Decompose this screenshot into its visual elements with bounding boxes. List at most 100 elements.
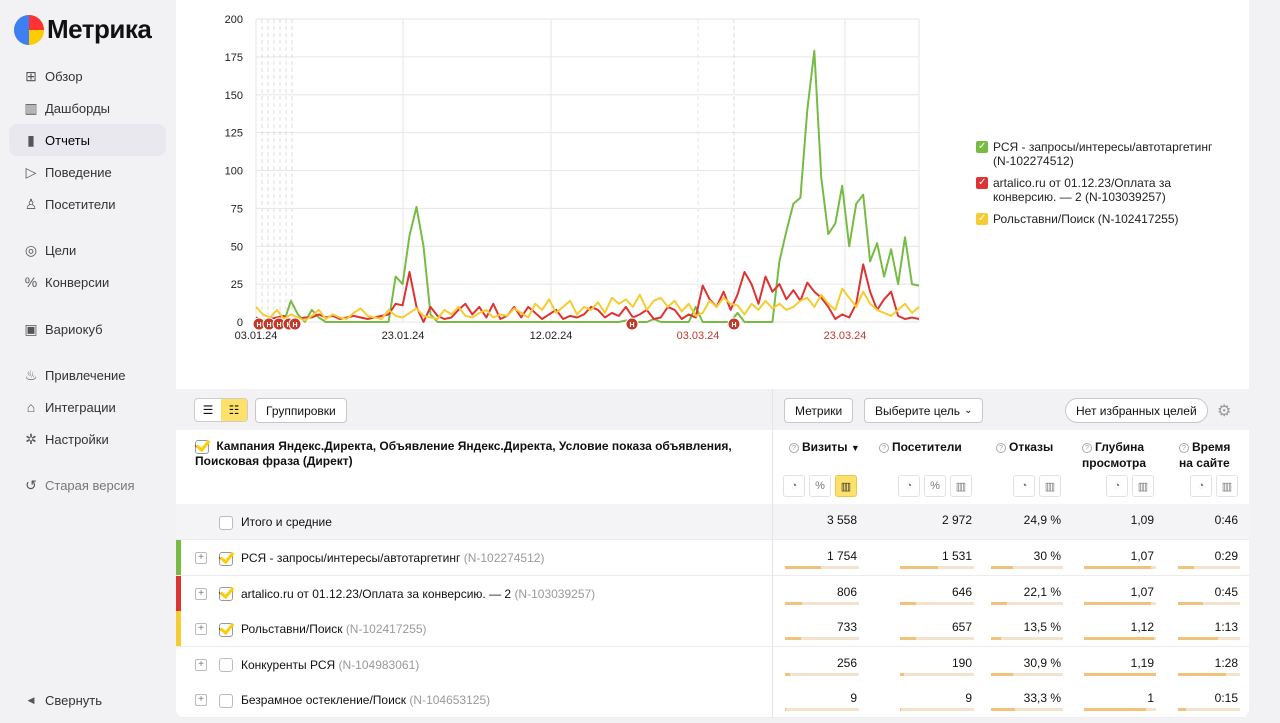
sidebar-item-label: Обзор <box>45 68 83 84</box>
y-tick-label: 200 <box>225 14 243 26</box>
metrics-button[interactable]: Метрики <box>784 398 854 423</box>
row-name-text[interactable]: Рольставни/Поиск <box>241 622 343 637</box>
row-checkbox[interactable] <box>219 551 233 566</box>
metric-bar <box>900 566 974 569</box>
y-tick-label: 100 <box>225 166 243 178</box>
sidebar-item[interactable]: ✲ Настройки <box>9 423 166 455</box>
sidebar-item[interactable]: % Конверсии <box>9 266 166 298</box>
expand-plus-icon[interactable]: + <box>195 658 207 671</box>
collapse-button[interactable]: ◀ Свернуть <box>9 684 166 716</box>
goal-select-label: Выберите цель <box>875 403 961 418</box>
table-settings-gear-icon[interactable]: ⚙ <box>1217 403 1232 420</box>
expand-plus-icon[interactable]: + <box>195 694 207 707</box>
row-name-text[interactable]: Конкуренты РСЯ <box>241 657 336 672</box>
expand-plus-icon[interactable]: + <box>195 552 207 564</box>
view-switch: ☰ ☷ <box>194 398 248 422</box>
metric-bar-fill <box>1178 601 1203 605</box>
sidebar-item[interactable]: ♙ Посетители <box>9 188 166 220</box>
metric-bar-fill <box>900 672 905 676</box>
metrika-logo[interactable]: Метрика <box>14 14 152 45</box>
favorites-button[interactable]: Нет избранных целей <box>1065 398 1208 423</box>
row-name-text[interactable]: artalico.ru от 01.12.23/Оплата за конвер… <box>241 586 512 601</box>
sidebar-item[interactable]: ↺ Старая версия <box>9 469 166 501</box>
annotation-marker-label: Н <box>731 322 736 329</box>
bar-chart-icon[interactable]: ▥ <box>835 475 857 497</box>
column-header[interactable]: ? Глубина просмотра <box>1082 440 1146 471</box>
help-icon[interactable]: ? <box>996 443 1006 453</box>
list-view-icon[interactable]: ☰ <box>202 403 214 417</box>
metric-value: 9 <box>965 691 972 706</box>
tree-view-icon[interactable]: ☷ <box>221 399 247 421</box>
bar-chart-icon[interactable]: ▥ <box>950 475 972 497</box>
help-icon[interactable]: ? <box>1082 443 1092 453</box>
sidebar-item[interactable]: ▷ Поведение <box>9 156 166 188</box>
percent-icon[interactable]: % <box>924 475 946 497</box>
table-row[interactable]: + Рольставни/Поиск (N-102417255) 733 657 13,… <box>176 611 1249 648</box>
pie-chart-icon[interactable]: ◔ <box>1013 475 1035 497</box>
sidebar-item-label: Конверсии <box>45 274 110 290</box>
row-name-text[interactable]: РСЯ - запросы/интересы/автотаргетинг <box>241 551 461 565</box>
column-header[interactable]: ? Визиты ▼ <box>789 440 860 456</box>
legend-checkbox[interactable] <box>976 212 988 226</box>
column-header[interactable]: ? Посетители <box>879 440 962 456</box>
row-checkbox[interactable] <box>219 693 233 708</box>
metric-bar-fill <box>1178 637 1219 641</box>
series-line-2 <box>255 287 920 322</box>
bar-chart-icon[interactable]: ▥ <box>1132 475 1154 497</box>
bar-chart-icon[interactable]: ▥ <box>1039 475 1061 497</box>
expand-plus-icon[interactable]: + <box>195 623 207 636</box>
row-checkbox[interactable] <box>219 587 233 602</box>
help-icon[interactable]: ? <box>879 443 889 453</box>
metric-bar-fill <box>900 708 901 712</box>
column-view-switch: ◔ ▥ <box>1190 475 1238 497</box>
expand-plus-icon[interactable]: + <box>195 587 207 600</box>
column-view-switch: ◔% ▥ <box>783 475 857 497</box>
legend-checkbox[interactable] <box>976 176 988 190</box>
column-view-switch: ◔ ▥ <box>1106 475 1154 497</box>
sidebar-item-label: Вариокуб <box>45 321 103 337</box>
pie-chart-icon[interactable]: ◔ <box>1190 475 1212 497</box>
sidebar-item[interactable]: ◎ Цели <box>9 234 166 266</box>
total-row[interactable]: Итого и средние 3 558 2 972 24,9 % 1,09 0:46 <box>176 504 1249 540</box>
row-name-text[interactable]: Безрамное остекление/Поиск <box>241 693 407 708</box>
help-icon[interactable]: ? <box>1179 443 1189 453</box>
sidebar-item[interactable]: ▮ Отчеты <box>9 124 166 156</box>
annotation-marker <box>288 317 302 331</box>
percent-icon[interactable]: % <box>809 475 831 497</box>
column-header[interactable]: ? Время на сайте <box>1179 440 1230 471</box>
table-row[interactable]: + Безрамное остекление/Поиск (N-104653125… <box>176 682 1249 718</box>
table-row[interactable]: + artalico.ru от 01.12.23/Оплата за конве… <box>176 575 1249 612</box>
row-checkbox[interactable] <box>219 658 233 673</box>
sidebar-item[interactable]: ⌂ Интеграции <box>9 391 166 423</box>
select-all-checkbox[interactable] <box>195 439 209 454</box>
pie-chart-icon[interactable]: ◔ <box>898 475 920 497</box>
row-checkbox[interactable] <box>219 515 233 530</box>
column-header[interactable]: ? Отказы <box>996 440 1053 456</box>
help-icon[interactable]: ? <box>789 443 799 453</box>
sidebar-item[interactable]: ▣ Вариокуб <box>9 313 166 345</box>
y-tick-label: 150 <box>225 90 243 102</box>
legend-item[interactable]: artalico.ru от 01.12.23/Оплата за конвер… <box>976 176 1226 204</box>
sidebar-item[interactable]: ⊞ Обзор <box>9 60 166 92</box>
pie-chart-icon[interactable]: ◔ <box>783 475 805 497</box>
metric-bar <box>1084 566 1156 569</box>
row-checkbox-wrap <box>219 657 233 673</box>
undo-icon: ↺ <box>25 476 37 493</box>
pie-chart-icon[interactable]: ◔ <box>1106 475 1128 497</box>
row-id: (N-104653125) <box>409 693 491 708</box>
row-checkbox[interactable] <box>219 622 233 637</box>
sidebar-item[interactable]: ♨ Привлечение <box>9 359 166 391</box>
groupings-button[interactable]: Группировки <box>255 398 347 423</box>
metric-value: 33,3 % <box>1023 691 1061 706</box>
table-row[interactable]: + РСЯ - запросы/интересы/автотаргетинг (N… <box>176 540 1249 576</box>
table-row[interactable]: + Конкуренты РСЯ (N-104983061) 256 190 30,9 … <box>176 646 1249 683</box>
metric-value: 1 531 <box>941 549 972 563</box>
row-name: РСЯ - запросы/интересы/автотаргетинг (N-… <box>241 551 544 565</box>
bar-chart-icon[interactable]: ▥ <box>1216 475 1238 497</box>
goal-select[interactable]: Выберите цель ⌄ <box>864 398 984 423</box>
legend-checkbox[interactable] <box>976 140 988 154</box>
legend-item[interactable]: РСЯ - запросы/интересы/автотаргетинг (N-… <box>976 140 1226 168</box>
row-color-stripe <box>176 575 181 611</box>
legend-item[interactable]: Рольставни/Поиск (N-102417255) <box>976 212 1226 226</box>
sidebar-item[interactable]: ▥ Дашборды <box>9 92 166 124</box>
